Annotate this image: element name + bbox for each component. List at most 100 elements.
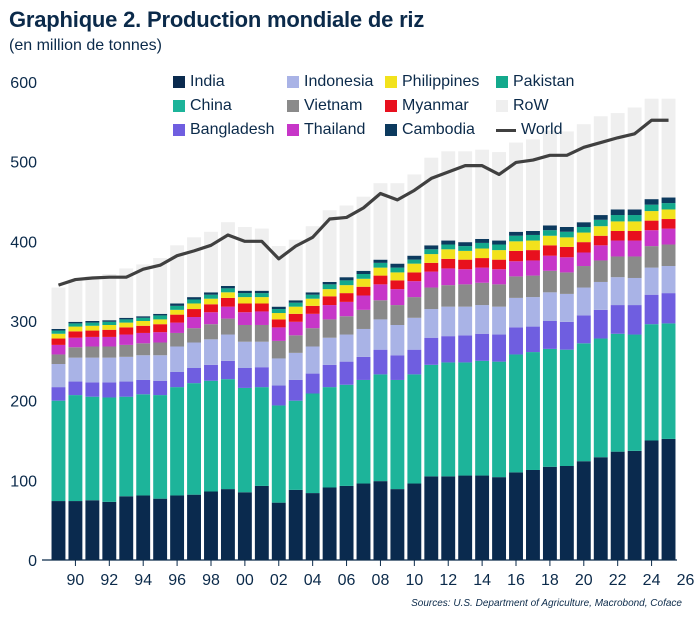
bar-segment-bangladesh-1990: [68, 381, 83, 396]
bar-segment-myanmar-2019: [559, 246, 574, 258]
bar-segment-india-2002: [271, 502, 286, 560]
bar-segment-indonesia-2021: [593, 281, 608, 310]
bar-segment-philippines-1991: [85, 325, 100, 331]
bar-segment-bangladesh-2012: [441, 336, 456, 363]
bar-segment-row-2000: [237, 226, 252, 291]
bar-segment-bangladesh-2000: [237, 368, 252, 388]
bar-segment-philippines-2007: [356, 278, 371, 287]
bar-segment-pakistan-2018: [542, 230, 557, 236]
bar-segment-thailand-2005: [322, 305, 337, 320]
bar-segment-indonesia-2014: [475, 305, 490, 334]
bar-segment-cambodia-2017: [526, 230, 540, 235]
bar-segment-pakistan-1989: [51, 330, 66, 334]
bar-segment-pakistan-2023: [627, 215, 642, 222]
bar-segment-myanmar-1994: [136, 325, 151, 333]
bar-segment-cambodia-2012: [441, 240, 456, 245]
y-tick-label: 600: [10, 75, 37, 92]
bar-segment-india-2016: [509, 472, 523, 560]
x-tick-label: 92: [100, 572, 118, 589]
bar-segment-thailand-2009: [390, 289, 405, 306]
bar-segment-cambodia-1999: [220, 285, 235, 289]
bar-segment-pakistan-2024: [644, 204, 659, 212]
bar-segment-myanmar-2004: [305, 305, 320, 314]
bar-segment-pakistan-1996: [170, 305, 185, 310]
bar-segment-cambodia-1996: [170, 303, 185, 306]
y-tick-label: 0: [28, 553, 37, 570]
bar-segment-thailand-2003: [288, 321, 303, 336]
bar-segment-myanmar-1993: [119, 327, 134, 335]
bar-segment-vietnam-1991: [85, 346, 100, 358]
bar-segment-vietnam-2000: [237, 324, 252, 342]
bar-segment-cambodia-2021: [593, 215, 608, 220]
bar-segment-india-2008: [373, 481, 388, 560]
bar-segment-india-1997: [187, 494, 201, 560]
bar-segment-india-2017: [526, 469, 540, 560]
bar-segment-myanmar-1990: [68, 331, 83, 338]
bar-segment-cambodia-1997: [187, 297, 201, 300]
bar-segment-pakistan-1995: [153, 315, 168, 320]
bar-segment-philippines-2021: [593, 226, 608, 236]
bar-segment-indonesia-2001: [254, 341, 269, 368]
x-tick-label: 00: [236, 572, 254, 589]
bar-segment-indonesia-2017: [526, 297, 540, 327]
bar-segment-philippines-2019: [559, 237, 574, 247]
bar-segment-row-2004: [305, 226, 320, 293]
bar-segment-row-2022: [610, 113, 625, 210]
bar-segment-india-1990: [68, 501, 83, 560]
bar-segment-thailand-1989: [51, 344, 66, 355]
bar-segment-vietnam-2015: [492, 284, 507, 307]
bar-segment-row-2010: [407, 174, 422, 256]
bar-segment-bangladesh-2010: [407, 349, 422, 375]
bar-segment-pakistan-1999: [220, 288, 235, 293]
bar-segment-thailand-1990: [68, 337, 83, 348]
bar-segment-pakistan-1991: [85, 322, 100, 326]
bar-segment-vietnam-1999: [220, 318, 235, 335]
bar-segment-china-1992: [102, 397, 117, 502]
bar-segment-bangladesh-2015: [492, 334, 507, 362]
bar-segment-indonesia-2009: [390, 324, 405, 356]
bar-segment-china-1996: [170, 387, 185, 496]
bar-segment-cambodia-2022: [610, 209, 625, 216]
bar-segment-india-2025: [661, 438, 676, 560]
bar-segment-cambodia-2010: [407, 255, 422, 260]
bar-segment-vietnam-2021: [593, 260, 608, 282]
bar-segment-philippines-2006: [339, 285, 354, 294]
bar-segment-cambodia-2014: [475, 238, 490, 243]
bar-segment-china-2000: [237, 387, 252, 493]
bar-segment-pakistan-2005: [322, 284, 337, 290]
bar-segment-cambodia-2005: [322, 281, 337, 285]
bar-segment-bangladesh-2004: [305, 373, 320, 394]
bar-segment-indonesia-2006: [339, 334, 354, 362]
bar-segment-philippines-2002: [271, 313, 286, 320]
bar-segment-vietnam-1989: [51, 354, 66, 365]
bar-segment-indonesia-2019: [559, 293, 574, 322]
bar-segment-india-2021: [593, 457, 608, 560]
bar-segment-vietnam-2020: [576, 266, 591, 288]
bar-segment-indonesia-2007: [356, 328, 371, 357]
bar-segment-myanmar-2012: [441, 258, 456, 269]
bar-segment-cambodia-2006: [339, 277, 354, 281]
bar-segment-china-2008: [373, 374, 388, 482]
bar-segment-bangladesh-1994: [136, 379, 151, 395]
bar-segment-indonesia-1989: [51, 364, 66, 388]
bar-segment-thailand-1998: [204, 312, 218, 325]
bar-segment-philippines-2000: [237, 297, 252, 304]
bar-segment-thailand-2002: [271, 327, 286, 341]
bar-segment-pakistan-2010: [407, 259, 422, 264]
bar-segment-thailand-2007: [356, 295, 371, 310]
bar-segment-bangladesh-2003: [288, 379, 303, 401]
bar-segment-pakistan-2011: [424, 249, 439, 255]
x-tick-label: 02: [270, 572, 288, 589]
bar-segment-row-1999: [220, 222, 235, 286]
bar-segment-philippines-2011: [424, 254, 439, 263]
bar-segment-row-2019: [559, 131, 574, 227]
bar-segment-myanmar-2002: [271, 319, 286, 328]
bar-segment-vietnam-2005: [322, 319, 337, 338]
bar-segment-vietnam-2009: [390, 305, 405, 325]
bar-segment-vietnam-2024: [644, 246, 659, 268]
bar-segment-thailand-2013: [458, 269, 473, 285]
bar-segment-philippines-1993: [119, 322, 134, 328]
bar-segment-indonesia-1999: [220, 334, 235, 361]
bar-segment-cambodia-1989: [51, 328, 66, 331]
bar-segment-bangladesh-2006: [339, 361, 354, 385]
